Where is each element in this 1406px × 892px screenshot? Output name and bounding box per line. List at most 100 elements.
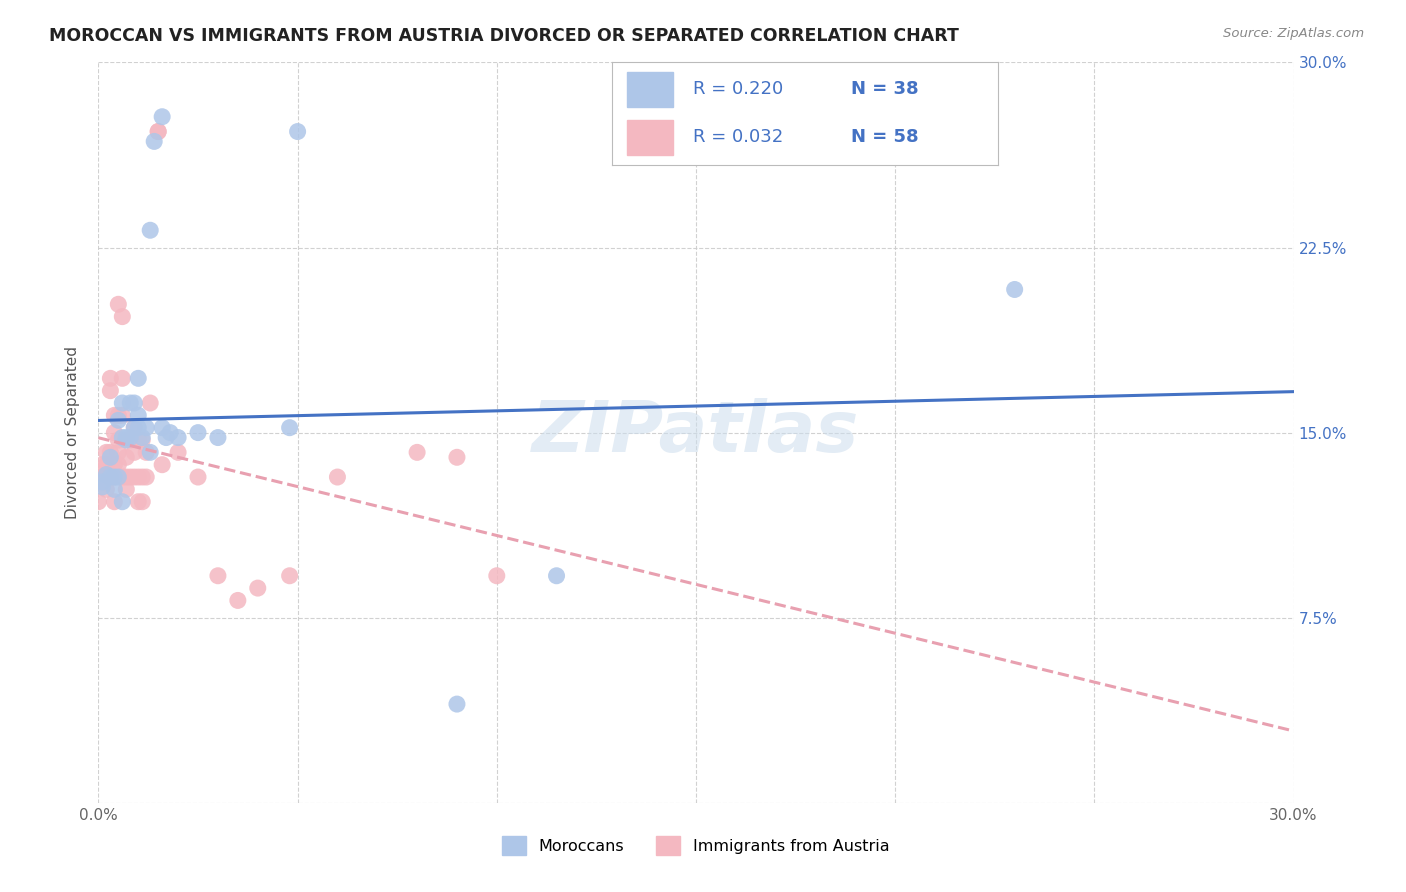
Point — [103, 483, 125, 497]
Point — [103, 425, 125, 440]
Point — [115, 433, 138, 447]
Point — [446, 450, 468, 465]
Y-axis label: Divorced or Separated: Divorced or Separated — [65, 346, 80, 519]
Text: R = 0.032: R = 0.032 — [693, 128, 783, 146]
Point — [127, 494, 149, 508]
Point — [115, 470, 138, 484]
Point — [246, 581, 269, 595]
Point — [131, 470, 153, 484]
Point — [91, 470, 114, 484]
Point — [98, 445, 122, 459]
Point — [111, 310, 134, 324]
Text: N = 38: N = 38 — [852, 80, 920, 98]
Point — [131, 433, 153, 447]
Point — [150, 458, 173, 472]
Point — [103, 494, 125, 508]
Point — [1004, 283, 1026, 297]
Point — [120, 470, 142, 484]
Point — [207, 431, 229, 445]
Text: R = 0.220: R = 0.220 — [693, 80, 783, 98]
Point — [287, 124, 309, 138]
Text: Source: ZipAtlas.com: Source: ZipAtlas.com — [1223, 27, 1364, 40]
Point — [485, 568, 508, 582]
Point — [107, 413, 129, 427]
Point — [87, 494, 110, 508]
Point — [120, 396, 142, 410]
Point — [111, 494, 134, 508]
Point — [187, 470, 209, 484]
Point — [124, 396, 146, 410]
Point — [107, 470, 129, 484]
Point — [148, 124, 170, 138]
Point — [115, 483, 138, 497]
Point — [96, 467, 118, 482]
Bar — [627, 120, 673, 155]
Point — [131, 431, 153, 445]
Point — [98, 470, 122, 484]
Point — [103, 470, 125, 484]
Point — [143, 135, 166, 149]
Point — [91, 475, 114, 489]
Point — [91, 475, 114, 489]
Point — [150, 110, 173, 124]
Point — [546, 568, 568, 582]
Point — [111, 470, 134, 484]
Point — [96, 445, 118, 459]
Point — [326, 470, 349, 484]
Point — [446, 697, 468, 711]
Point — [120, 431, 142, 445]
Point — [107, 445, 129, 459]
Point — [131, 494, 153, 508]
Point — [167, 445, 190, 459]
Point — [115, 433, 138, 447]
Bar — [627, 71, 673, 106]
Point — [111, 396, 134, 410]
Point — [135, 445, 157, 459]
Text: N = 58: N = 58 — [852, 128, 920, 146]
Point — [96, 483, 118, 497]
Point — [103, 409, 125, 423]
Point — [226, 593, 249, 607]
Point — [107, 297, 129, 311]
Point — [98, 384, 122, 398]
Point — [107, 433, 129, 447]
Point — [98, 470, 122, 484]
Point — [127, 371, 149, 385]
Point — [111, 431, 134, 445]
Text: MOROCCAN VS IMMIGRANTS FROM AUSTRIA DIVORCED OR SEPARATED CORRELATION CHART: MOROCCAN VS IMMIGRANTS FROM AUSTRIA DIVO… — [49, 27, 959, 45]
Point — [406, 445, 429, 459]
Legend: Moroccans, Immigrants from Austria: Moroccans, Immigrants from Austria — [496, 830, 896, 862]
Point — [135, 470, 157, 484]
Point — [127, 433, 149, 447]
Point — [91, 480, 114, 494]
Point — [98, 450, 122, 465]
Point — [115, 450, 138, 465]
Point — [159, 425, 181, 440]
Point — [124, 470, 146, 484]
Point — [150, 420, 173, 434]
Point — [111, 409, 134, 423]
Point — [127, 420, 149, 434]
Point — [124, 420, 146, 434]
Point — [139, 396, 162, 410]
Point — [98, 371, 122, 385]
Point — [107, 458, 129, 472]
Point — [139, 445, 162, 459]
Point — [111, 371, 134, 385]
Point — [278, 420, 301, 434]
Point — [107, 409, 129, 423]
Point — [167, 431, 190, 445]
Point — [139, 223, 162, 237]
Point — [187, 425, 209, 440]
Point — [96, 470, 118, 484]
Point — [124, 445, 146, 459]
Point — [120, 433, 142, 447]
Point — [148, 124, 170, 138]
Point — [135, 420, 157, 434]
Point — [278, 568, 301, 582]
Point — [124, 420, 146, 434]
Point — [115, 431, 138, 445]
Point — [103, 458, 125, 472]
Point — [91, 458, 114, 472]
Point — [207, 568, 229, 582]
